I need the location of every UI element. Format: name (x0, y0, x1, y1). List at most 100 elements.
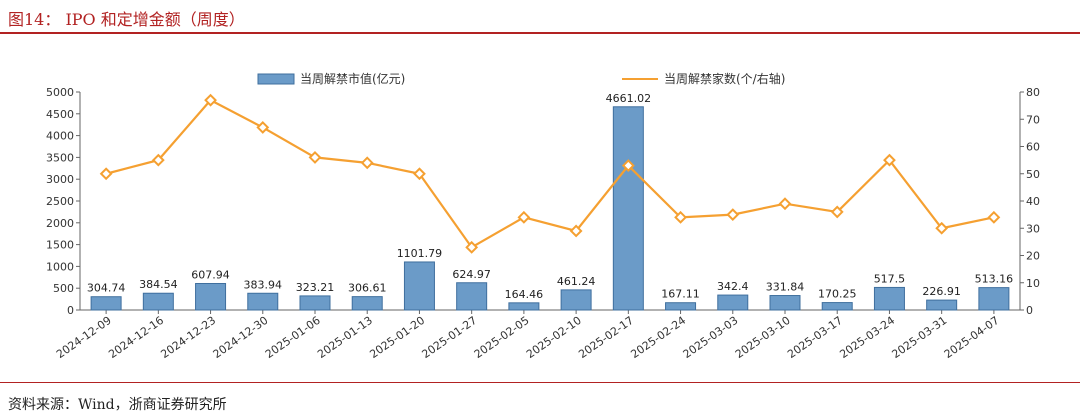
y-right-tick-label: 50 (1026, 168, 1040, 181)
x-axis-tick-labels: 2024-12-092024-12-162024-12-232024-12-30… (54, 314, 1002, 361)
bar-value-label: 331.84 (766, 281, 805, 294)
y-left-tick-label: 1000 (46, 260, 74, 273)
bar-value-label: 164.46 (505, 288, 544, 301)
y-left-tick-label: 1500 (46, 239, 74, 252)
bar-value-label: 517.5 (874, 272, 906, 285)
bar-value-label: 607.94 (191, 268, 230, 281)
y-right-tick-label: 0 (1026, 304, 1033, 317)
y-left-tick-label: 500 (53, 282, 74, 295)
bar-value-label: 1101.79 (397, 247, 443, 260)
line-point (935, 221, 949, 235)
y-left-tick-label: 0 (67, 304, 74, 317)
title-divider (0, 32, 1080, 34)
bar (612, 106, 644, 311)
y-right-tick-label: 40 (1026, 195, 1040, 208)
bar-value-label: 304.74 (87, 282, 126, 295)
line-path (105, 98, 995, 249)
line-point (256, 121, 270, 134)
bar (195, 282, 227, 311)
chart-area: 当周解禁市值(亿元) 当周解禁家数(个/右轴) 0500100015002000… (46, 71, 1040, 361)
x-tick-label: 2024-12-30 (211, 314, 271, 361)
bar (560, 289, 592, 311)
line-point (204, 93, 217, 107)
bar-value-label: 170.25 (818, 288, 857, 301)
y-left-tick-label: 2500 (46, 195, 74, 208)
legend-line-label: 当周解禁家数(个/右轴) (664, 71, 785, 86)
line-point (674, 210, 687, 224)
y-right-tick-label: 70 (1026, 113, 1040, 126)
x-tick-label: 2024-12-16 (106, 314, 166, 361)
x-tick-label: 2025-03-03 (681, 314, 741, 361)
bar (665, 302, 697, 311)
bar (873, 286, 905, 311)
bar-value-label: 384.54 (139, 278, 178, 291)
bar-value-label: 167.11 (661, 288, 700, 301)
line-point (99, 167, 113, 181)
x-tick-label: 2024-12-09 (54, 314, 114, 361)
bar-value-label: 226.91 (922, 285, 961, 298)
legend-bar-swatch (257, 73, 295, 85)
bar (351, 296, 383, 311)
line-point (360, 156, 374, 170)
bar (821, 302, 853, 311)
bar-value-label: 4661.02 (606, 92, 652, 105)
bar (978, 287, 1010, 311)
x-tick-label: 2025-03-31 (890, 314, 950, 361)
y-right-tick-label: 80 (1026, 86, 1040, 99)
bar (717, 294, 749, 311)
y-right-tick-label: 60 (1026, 141, 1040, 154)
x-tick-label: 2025-01-13 (315, 314, 375, 361)
bar-value-label: 323.21 (296, 281, 335, 294)
x-tick-label: 2025-01-20 (367, 314, 427, 361)
bar (508, 302, 540, 311)
bar (403, 261, 435, 311)
line-point (413, 167, 426, 181)
x-tick-label: 2025-01-06 (263, 314, 323, 361)
bar-series (90, 106, 1010, 311)
bar-data-labels: 304.74 384.54 607.94 383.94 323.21 306.61 1101… (87, 92, 1013, 301)
x-tick-label: 2025-03-10 (733, 314, 793, 361)
chart-title: 图14： IPO 和定增金额（周度） (8, 10, 245, 29)
bar (90, 296, 122, 311)
x-tick-label: 2025-04-07 (942, 314, 1002, 361)
y-left-tick-label: 4000 (46, 130, 74, 143)
bar-value-label: 513.16 (975, 273, 1014, 286)
bar (926, 299, 958, 311)
x-tick-label: 2025-02-17 (576, 314, 636, 361)
axes: 0500100015002000250030003500400045005000… (46, 86, 1040, 317)
line-point (465, 240, 479, 254)
line-series (99, 93, 1001, 254)
bar-value-label: 461.24 (557, 275, 596, 288)
legend-bar-label: 当周解禁市值(亿元) (300, 71, 405, 86)
bar (769, 295, 801, 311)
x-tick-label: 2025-02-24 (628, 314, 688, 361)
bar-value-label: 306.61 (348, 282, 387, 295)
source-note: 资料来源：Wind，浙商证券研究所 (8, 397, 227, 413)
x-tick-label: 2024-12-23 (158, 314, 218, 361)
line-point (726, 208, 740, 222)
bar (247, 292, 279, 311)
bar-value-label: 624.97 (452, 268, 491, 281)
y-left-tick-label: 2000 (46, 217, 74, 230)
y-left-tick-label: 3000 (46, 173, 74, 186)
bar-value-label: 342.4 (717, 280, 749, 293)
bar-value-label: 383.94 (244, 278, 283, 291)
line-point (517, 210, 531, 224)
line-point (308, 150, 322, 164)
x-tick-label: 2025-02-05 (472, 314, 532, 361)
footer-divider (0, 382, 1080, 383)
line-point (778, 197, 792, 211)
line-point (830, 205, 844, 219)
y-left-tick-label: 4500 (46, 108, 74, 121)
line-point (987, 210, 1001, 224)
bar (299, 295, 331, 311)
y-right-tick-label: 10 (1026, 277, 1040, 290)
y-right-tick-label: 20 (1026, 250, 1040, 263)
line-point (621, 159, 635, 172)
line-point (883, 153, 896, 167)
x-tick-label: 2025-01-27 (420, 314, 480, 361)
x-tick-label: 2025-03-17 (785, 314, 845, 361)
y-left-tick-label: 3500 (46, 151, 74, 164)
line-point (569, 224, 583, 238)
x-tick-label: 2025-02-10 (524, 314, 584, 361)
